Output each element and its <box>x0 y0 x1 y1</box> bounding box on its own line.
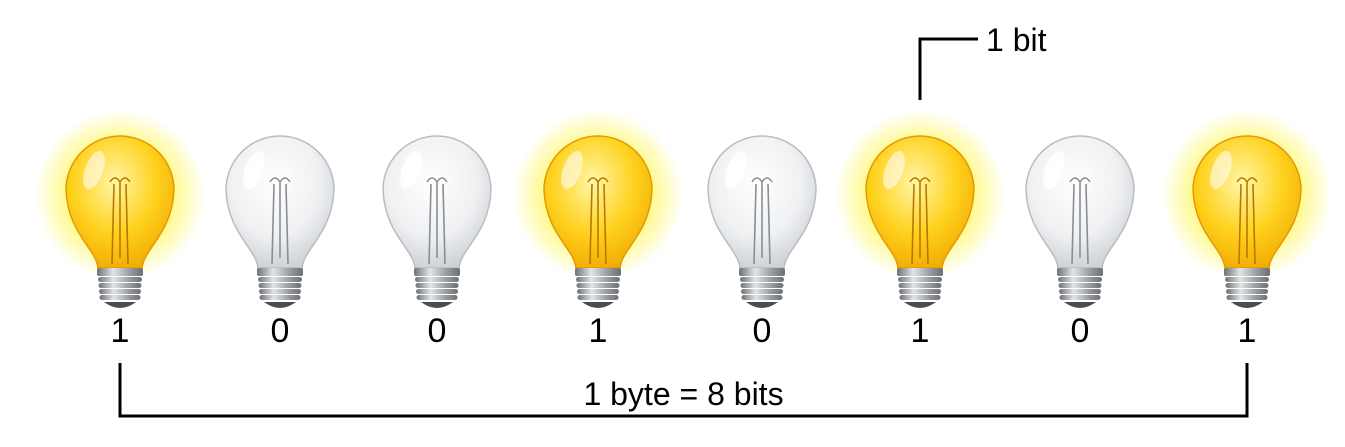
bit-value-label: 1 <box>911 312 930 350</box>
bit-value-label: 0 <box>271 312 290 350</box>
base-thread <box>576 277 620 282</box>
base-thread <box>740 277 784 282</box>
bulb-row: 1 0 0 1 0 1 0 1 <box>35 110 1332 350</box>
glass-highlight <box>1210 150 1232 190</box>
base-thread <box>1226 295 1268 300</box>
base-thread <box>259 289 301 294</box>
base-thread <box>258 283 302 288</box>
bit-value-label: 1 <box>111 312 130 350</box>
base-collar <box>1057 268 1103 276</box>
bulb-6: 1 <box>835 110 1005 350</box>
byte-bracket: 1 byte = 8 bits <box>118 363 1249 418</box>
base-thread <box>416 289 458 294</box>
glass-highlight <box>561 150 583 190</box>
base-collar <box>97 268 143 276</box>
base-collar <box>575 268 621 276</box>
bulb-2: 0 <box>225 135 335 350</box>
filament <box>426 177 448 265</box>
base-thread <box>99 289 141 294</box>
base-thread <box>1058 283 1102 288</box>
bulb-8: 1 <box>1162 110 1332 350</box>
glass-highlight <box>725 150 747 190</box>
base-thread <box>576 283 620 288</box>
filament <box>587 177 609 265</box>
glass-highlight <box>1043 150 1065 190</box>
filament <box>909 177 931 265</box>
base-thread <box>741 295 783 300</box>
base-thread <box>577 295 619 300</box>
base-thread <box>99 295 141 300</box>
bit-value-label: 1 <box>1238 312 1257 350</box>
base-collar <box>1224 268 1270 276</box>
base-thread <box>899 295 941 300</box>
filament <box>1236 177 1258 265</box>
base-thread <box>898 277 942 282</box>
base-thread <box>899 289 941 294</box>
bit-value-label: 0 <box>428 312 447 350</box>
glass-highlight <box>883 150 905 190</box>
base-tip <box>746 302 778 308</box>
callout-line <box>918 37 978 100</box>
filament <box>1069 177 1091 265</box>
base-thread <box>577 289 619 294</box>
base-thread <box>415 283 459 288</box>
bit-callout: 1 bit <box>918 22 1047 100</box>
bit-value-label: 0 <box>1071 312 1090 350</box>
filament <box>109 177 131 265</box>
glass-highlight <box>243 150 265 190</box>
base-tip <box>1064 302 1096 308</box>
base-thread <box>1225 277 1269 282</box>
base-tip <box>264 302 296 308</box>
base-collar <box>414 268 460 276</box>
base-thread <box>259 295 301 300</box>
base-thread <box>1059 289 1101 294</box>
glass-highlight <box>83 150 105 190</box>
bulb-1: 1 <box>35 110 205 350</box>
base-collar <box>257 268 303 276</box>
base-thread <box>1058 277 1102 282</box>
base-thread <box>258 277 302 282</box>
bit-value-label: 0 <box>753 312 772 350</box>
base-thread <box>1226 289 1268 294</box>
glass-highlight <box>400 150 422 190</box>
base-thread <box>415 277 459 282</box>
base-collar <box>739 268 785 276</box>
base-thread <box>740 283 784 288</box>
base-thread <box>1059 295 1101 300</box>
filament <box>751 177 773 265</box>
base-thread <box>416 295 458 300</box>
base-collar <box>897 268 943 276</box>
base-tip <box>904 302 936 308</box>
base-thread <box>98 283 142 288</box>
base-thread <box>98 277 142 282</box>
bulb-5: 0 <box>707 135 817 350</box>
bit-value-label: 1 <box>589 312 608 350</box>
base-tip <box>1231 302 1263 308</box>
callout-label: 1 bit <box>986 22 1047 58</box>
filament <box>269 177 291 265</box>
bulb-3: 0 <box>382 135 492 350</box>
bulb-7: 0 <box>1025 135 1135 350</box>
bulb-4: 1 <box>513 110 683 350</box>
byte-label: 1 byte = 8 bits <box>583 376 783 412</box>
base-tip <box>104 302 136 308</box>
base-thread <box>1225 283 1269 288</box>
bracket-line <box>118 363 1249 418</box>
base-tip <box>421 302 453 308</box>
base-thread <box>741 289 783 294</box>
base-tip <box>582 302 614 308</box>
base-thread <box>898 283 942 288</box>
